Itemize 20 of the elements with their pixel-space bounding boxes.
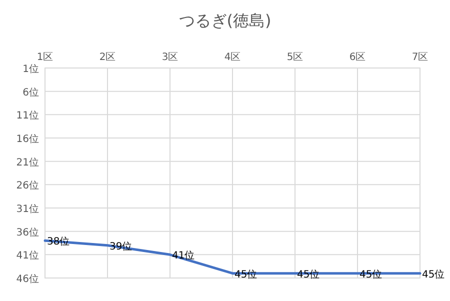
data-label: 45位	[422, 268, 445, 280]
data-label: 38位	[47, 236, 70, 248]
x-tick-label: 1区	[36, 52, 54, 63]
y-tick-label: 16位	[16, 133, 39, 145]
x-tick-label: 7区	[412, 52, 428, 63]
chart-title: つるぎ(徳島)	[178, 11, 272, 30]
y-tick-label: 21位	[16, 156, 39, 168]
x-tick-label: 4区	[224, 52, 241, 63]
x-tick-label: 6区	[349, 52, 366, 63]
y-tick-label: 31位	[16, 203, 39, 215]
x-tick-label: 3区	[162, 52, 178, 63]
y-tick-label: 46位	[16, 273, 39, 285]
y-tick-label: 36位	[16, 226, 39, 238]
y-tick-label: 6位	[22, 86, 39, 98]
y-tick-label: 41位	[16, 250, 39, 262]
y-tick-label: 1位	[22, 63, 39, 75]
y-tick-label: 11位	[16, 110, 39, 122]
x-tick-label: 2区	[99, 52, 116, 63]
y-tick-label: 26位	[16, 180, 39, 192]
x-tick-label: 5区	[286, 52, 304, 63]
